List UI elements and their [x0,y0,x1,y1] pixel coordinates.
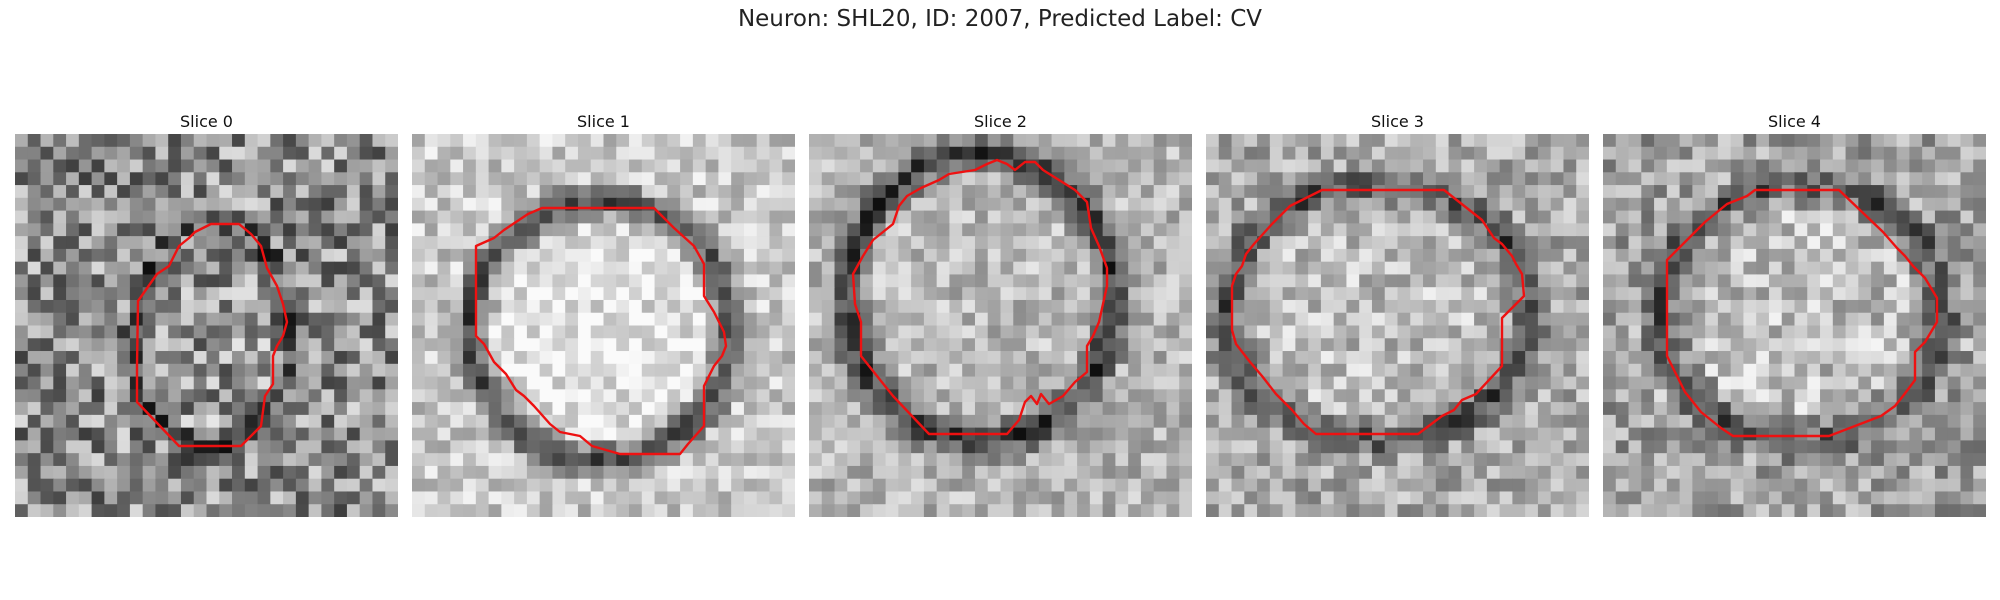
slice-title: Slice 1 [577,112,630,131]
slice-title: Slice 3 [1371,112,1424,131]
segmentation-contour [1230,188,1526,436]
grayscale-slice-image [1603,134,1986,517]
segmentation-contour [851,158,1109,436]
slice-panel-0: Slice 0 [15,110,398,517]
slice-panel-4: Slice 4 [1603,110,1986,517]
segmentation-contour [135,222,289,448]
slice-panel-3: Slice 3 [1206,110,1589,517]
grayscale-slice-image [412,134,795,517]
segmentation-contour [1665,188,1939,438]
segmentation-contour [474,206,728,456]
grayscale-slice-image [1206,134,1589,517]
grayscale-slice-image [15,134,398,517]
slice-panel-1: Slice 1 [412,110,795,517]
slice-title: Slice 0 [180,112,233,131]
slice-panel-2: Slice 2 [809,110,1192,517]
grayscale-slice-image [809,134,1192,517]
figure-title: Neuron: SHL20, ID: 2007, Predicted Label… [737,6,1263,32]
slice-title: Slice 2 [974,112,1027,131]
slice-title: Slice 4 [1768,112,1821,131]
